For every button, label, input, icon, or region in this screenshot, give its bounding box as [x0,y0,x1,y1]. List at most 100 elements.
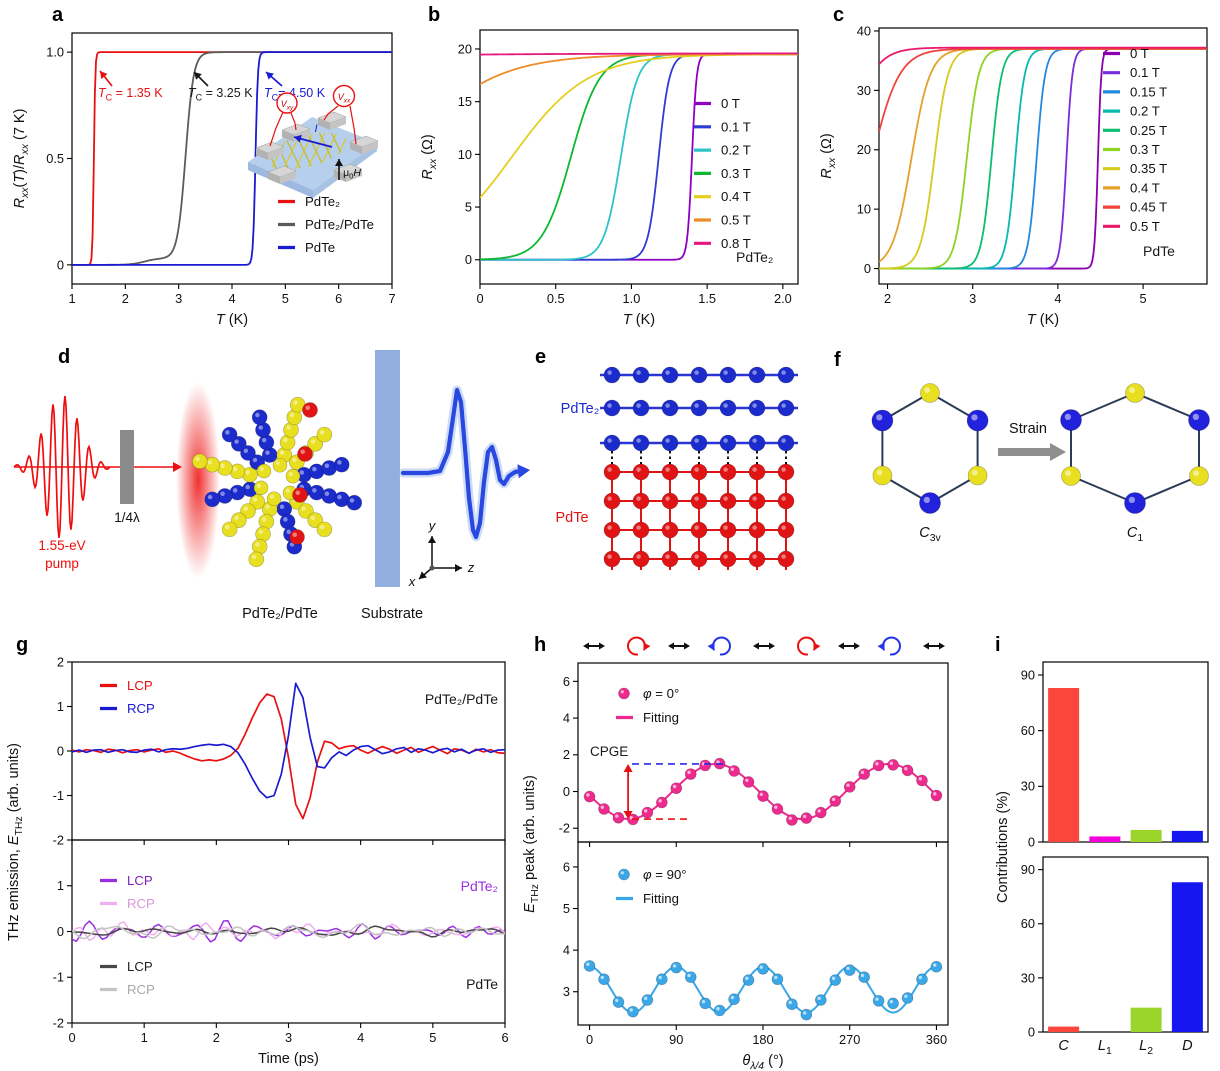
pdte2-label: PdTe₂ [561,401,600,417]
axes-box [878,27,1208,285]
data-point-highlight [774,975,778,980]
atom-sphere [632,366,650,384]
legend-label: 0.2 T [1130,104,1160,119]
data-point-highlight [643,809,648,813]
arrow-head [623,763,633,772]
y-tick-label: 20 [857,142,871,157]
atom-sphere-highlight [665,403,670,408]
y-tick-label: 0 [57,257,64,272]
data-point [699,759,712,772]
atom-sphere [240,445,256,461]
atom-sphere-highlight [781,496,786,501]
legend-label: 0.3 T [1130,142,1160,157]
curve-0.45 T [879,47,1207,132]
atom-sphere [298,503,314,519]
atom-sphere-highlight [312,488,317,493]
atom-sphere-highlight [607,438,612,443]
atom-sphere [719,366,737,384]
arrow-head [813,642,821,651]
atom-sphere-highlight [752,554,757,559]
data-point [916,774,928,787]
legend-label: LCP [127,959,153,974]
atom-sphere [719,399,737,417]
data-point-highlight [918,975,922,980]
atom-sphere-highlight [781,370,786,375]
setup-schematic: 1/4λ 1.55-eV pump PdTe₂/PdTe Substrate y z x [13,350,530,622]
atom-sphere [292,487,308,503]
thz-pulse-waveform [400,387,524,540]
wire [349,105,357,145]
atom-sphere [253,480,269,496]
data-point [655,796,668,809]
atom-sphere-highlight [232,488,238,493]
arrow-head [939,642,945,650]
bar-D [1171,882,1203,1032]
atom-sphere-highlight [245,484,250,490]
data-point-highlight [629,1008,633,1012]
atom-sphere-highlight [636,370,641,375]
data-point [786,814,798,826]
electrode-pad-side [280,171,296,184]
panel-g: g -2 -1 0 1 2 LCP RCP PdTe₂/PdTe 0 1 2 3 4 5 6 -2 -1 0 1 Ti… [0,630,520,1071]
substrate-label: Substrate [361,606,423,622]
sample-label: PdTe₂ [461,878,498,894]
atom-sphere [603,492,621,510]
schematic-symmetry-strain: Strain C3v C1 [871,383,1210,544]
legend-label: 0.3 T [721,166,751,181]
x-tick-label: 90 [669,1032,683,1047]
atom-sphere [719,550,737,568]
x-tick-label: 4 [357,1030,364,1045]
legend-label: 0.4 T [1130,180,1160,195]
y-tick-label: 20 [458,41,472,56]
atom-sphere-highlight [243,506,249,511]
curve-0.8 T [480,52,798,56]
y-tick-label: 0 [864,261,871,276]
data-point [742,776,755,788]
atom-sphere-highlight [781,403,786,408]
atom-sphere-highlight [752,467,757,472]
y-axis-label: ETHz peak (arb. units) [522,775,541,913]
panel-e: e PdTe₂ PdTe [520,330,830,630]
atom-sphere-highlight [251,554,257,560]
atom-sphere [966,409,989,432]
electrode-pad-side [268,147,284,160]
atom-sphere [1124,492,1146,514]
pump-label-2: pump [45,556,79,571]
x-axis-label: Time (ps) [258,1051,319,1067]
atom-sphere [302,402,318,418]
atom-sphere-highlight [636,403,641,408]
atom-sphere-highlight [319,430,325,435]
atom-sphere-highlight [723,370,728,375]
series-group [480,52,798,261]
atom-sphere [872,465,893,486]
atom-sphere-highlight [636,525,641,530]
atom-sphere [632,492,650,510]
y-tick-label: 30 [1021,970,1035,985]
data-point [583,790,596,803]
series-group [72,682,505,820]
x-tick-label: 2 [122,291,129,306]
atom-sphere [748,366,766,384]
atom-sphere [661,521,679,539]
chart-i-contributions: 0 30 60 90 0 30 60 90 Contributions (%) C L1 L2 D [995,661,1209,1057]
x-axis-label: T (K) [1027,312,1059,328]
atom-sphere [1125,383,1145,403]
atom-sphere-highlight [665,496,670,501]
annotation: TC = 3.25 K [188,86,253,102]
legend-label: 0.5 T [1130,219,1160,234]
data-point-highlight [802,1011,807,1015]
atom-sphere [661,399,679,417]
data-point [641,806,654,819]
atom-sphere [777,492,795,510]
atom-sphere [719,492,737,510]
atom-sphere-highlight [234,439,239,444]
atom-sphere [632,399,650,417]
y-tick-label: 0 [57,924,64,939]
waveform-RCP [72,682,505,799]
wire [290,112,297,131]
atom-sphere-highlight [636,554,641,559]
x-tick-label: 1 [141,1030,148,1045]
atom-sphere [1060,409,1082,431]
atom-sphere-highlight [337,460,342,465]
data-point [930,789,943,802]
